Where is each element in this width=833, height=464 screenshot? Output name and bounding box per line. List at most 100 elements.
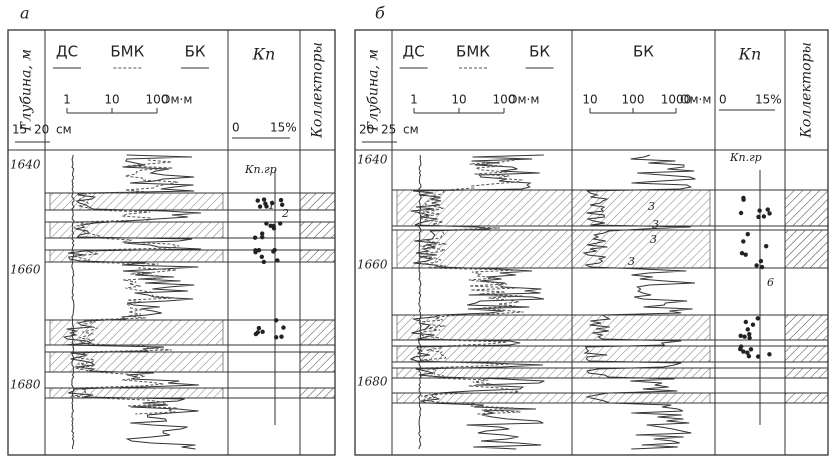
kp-header: Кп [738,45,762,64]
panel-label: б [375,4,385,23]
porosity-point [745,350,750,355]
annotation: 6 [767,276,774,289]
porosity-point [741,197,746,202]
porosity-point [748,347,754,352]
porosity-point [252,235,258,240]
ds-curve [71,154,75,450]
porosity-point [261,259,267,265]
porosity-point [253,331,259,337]
scale-label: 10 [451,93,466,107]
porosity-point [279,202,285,207]
caliper-label: 20 [359,123,374,137]
annotation: Кп.гр [244,163,277,176]
collector-bed [299,351,336,373]
porosity-point [263,201,268,206]
scale-label: 10 [104,93,119,107]
annotation: 1 [268,199,275,212]
porosity-point [260,234,265,240]
porosity-point [755,354,761,359]
porosity-point [758,258,764,264]
porosity-point [271,249,276,254]
bk-curve [409,154,545,450]
porosity-point [755,316,760,321]
bmk-curve [72,159,180,415]
curve-header: БК [633,43,654,61]
collector-bed [299,387,336,399]
porosity-point [253,248,258,253]
collectors-header: Коллекторы [799,42,815,139]
porosity-point [278,197,284,203]
collector-bed [299,221,336,239]
porosity-label: 15% [270,121,297,135]
collector-bed [299,192,336,211]
porosity-point [743,319,749,325]
panel-label: а [20,4,30,23]
porosity-point [750,322,756,327]
curve-header: БМК [110,43,144,61]
scale-unit: Ом·м [508,93,539,107]
porosity-point [747,331,752,337]
reservoir-bed [396,367,711,379]
porosity-point [756,214,761,220]
caliper-label: 15 [12,123,27,137]
porosity-point [767,352,772,357]
collector-bed [299,249,336,263]
reservoir-bed [49,387,224,399]
reservoir-bed [49,319,224,346]
porosity-point [738,333,743,338]
reservoir-bed [49,221,224,239]
panel-frame [7,29,336,456]
depth-label: 1660 [10,263,41,277]
collector-bed [784,345,829,363]
depth-label: 1640 [357,153,388,167]
scale-unit: Ом·м [161,93,192,107]
collector-bed [784,189,829,227]
porosity-point [763,243,769,249]
depth-label: 1640 [10,158,41,172]
porosity-point [275,258,280,263]
porosity-point [743,252,748,257]
depth-label: 1680 [10,378,41,392]
collector-bed [299,319,336,346]
scale-label: 100 [146,93,169,107]
porosity-point [273,318,279,323]
ds-curve [418,154,422,450]
caliper-unit: см [403,123,419,137]
collector-bed [784,367,829,379]
porosity-point [745,327,750,332]
kp-header: Кп [252,45,276,64]
annotation: 3 [628,255,635,268]
porosity-point [742,334,747,339]
porosity-point [259,254,265,259]
porosity-point [281,325,286,330]
scale-label: 10 [582,93,597,107]
porosity-point [738,344,744,349]
curve-header: БК [529,43,550,61]
porosity-point [761,214,767,219]
porosity-point [260,329,265,335]
collector-bed [784,392,829,404]
reservoir-bed [396,229,711,269]
porosity-point [268,223,273,229]
reservoir-bed [49,351,224,373]
annotation: 3 [650,233,657,246]
porosity-point [746,354,752,359]
porosity-point [741,349,746,354]
porosity-point [256,325,262,331]
collector-bed [784,314,829,341]
bk-deep-curve [582,154,696,450]
porosity-point [264,221,269,226]
scale-unit: Ом·м [680,93,711,107]
reservoir-bed [396,345,711,363]
curve-header: БК [185,43,206,61]
annotation: 3 [652,218,659,231]
annotation: Кп.гр [729,151,762,164]
porosity-point [257,204,263,209]
curve-header: ДС [402,43,424,61]
collectors-header: Коллекторы [310,42,326,139]
reservoir-bed [49,192,224,211]
porosity-label: 0 [232,121,240,135]
curve-header: БМК [456,43,490,61]
porosity-point [273,335,279,340]
